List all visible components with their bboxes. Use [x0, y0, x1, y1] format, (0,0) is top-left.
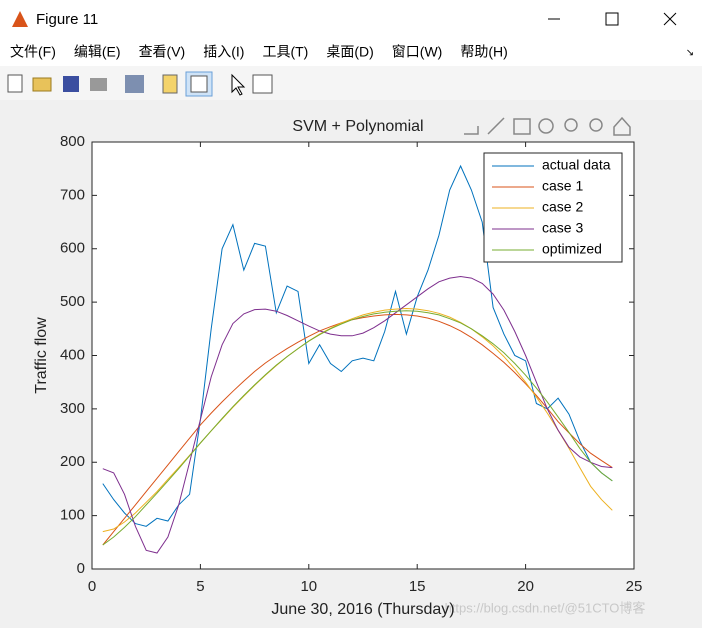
toolbar-icons	[7, 71, 273, 97]
series-line	[102, 164, 613, 527]
close-button[interactable]	[663, 12, 677, 26]
link-icon[interactable]	[125, 75, 144, 93]
menu-item[interactable]: 窗口(W)	[392, 44, 443, 60]
y-tick-label: 200	[60, 453, 85, 470]
axes-box	[91, 141, 635, 570]
x-tick-label: 15	[409, 578, 426, 595]
datatip-icon[interactable]	[513, 118, 531, 135]
toolbar	[0, 66, 702, 100]
axes-toolbar	[464, 116, 631, 136]
y-tick-label: 400	[60, 346, 85, 363]
x-tick-label: 5	[196, 578, 204, 595]
menu-item[interactable]: 桌面(D)	[326, 44, 373, 60]
pan-icon[interactable]	[538, 118, 554, 134]
menu-item[interactable]: 查看(V)	[139, 44, 186, 60]
legend-label: case 3	[542, 220, 583, 236]
x-tick-label: 25	[626, 578, 643, 595]
x-tick-label: 20	[517, 578, 534, 595]
print-icon[interactable]	[90, 78, 107, 91]
window-title: Figure 11	[36, 11, 98, 28]
new-icon[interactable]	[7, 74, 23, 93]
save-icon[interactable]	[63, 76, 79, 92]
zoom-in-icon[interactable]	[564, 118, 578, 132]
menu-bar	[0, 38, 702, 66]
chart-title: SVM + Polynomial	[292, 118, 423, 135]
watermark: https://blog.csdn.net/@51CTO博客	[445, 600, 646, 615]
legend-label: case 2	[542, 199, 583, 215]
pointer-icon[interactable]	[231, 73, 246, 96]
open-icon[interactable]	[32, 77, 52, 92]
legend-label: optimized	[542, 241, 602, 257]
x-tick-label: 10	[300, 578, 317, 595]
series-line	[102, 310, 613, 546]
series-line	[102, 313, 613, 546]
brush-icon[interactable]	[487, 117, 505, 135]
app-icon	[12, 11, 28, 27]
plot-tools-icon[interactable]	[252, 74, 273, 94]
menu-arrow: ↘	[686, 48, 694, 59]
maximize-button[interactable]	[605, 12, 619, 26]
menu: 文件(F) 编辑(E) 查看(V) 插入(I) 工具(T) 桌面(D) 窗口(W) 帮助(H)	[10, 44, 508, 60]
legend-label: actual data	[542, 157, 611, 173]
y-tick-label: 100	[60, 507, 85, 524]
y-axis-label: Traffic flow	[33, 317, 50, 394]
title-bar	[0, 0, 702, 38]
menu-item[interactable]: 文件(F)	[10, 44, 56, 60]
y-tick-label: 0	[77, 560, 85, 577]
menu-item[interactable]: 工具(T)	[262, 44, 308, 60]
series-line	[102, 275, 613, 554]
x-tick-label: 0	[88, 578, 96, 595]
y-tick-label: 500	[60, 293, 85, 310]
y-tick-label: 800	[60, 133, 85, 150]
export-icon[interactable]	[464, 126, 479, 135]
y-tick-label: 600	[60, 240, 85, 257]
colorbar-icon[interactable]	[162, 74, 178, 94]
menu-item[interactable]: 帮助(H)	[460, 44, 507, 60]
legend-icon-inner	[190, 75, 208, 93]
zoom-out-icon[interactable]	[589, 118, 603, 132]
menu-item[interactable]: 插入(I)	[203, 44, 244, 60]
x-axis-label: June 30, 2016 (Thursday)	[271, 601, 454, 618]
y-tick-label: 300	[60, 400, 85, 417]
legend-label: case 1	[542, 178, 583, 194]
home-icon[interactable]	[613, 116, 631, 136]
menu-item[interactable]: 编辑(E)	[74, 44, 121, 60]
y-tick-label: 700	[60, 186, 85, 203]
